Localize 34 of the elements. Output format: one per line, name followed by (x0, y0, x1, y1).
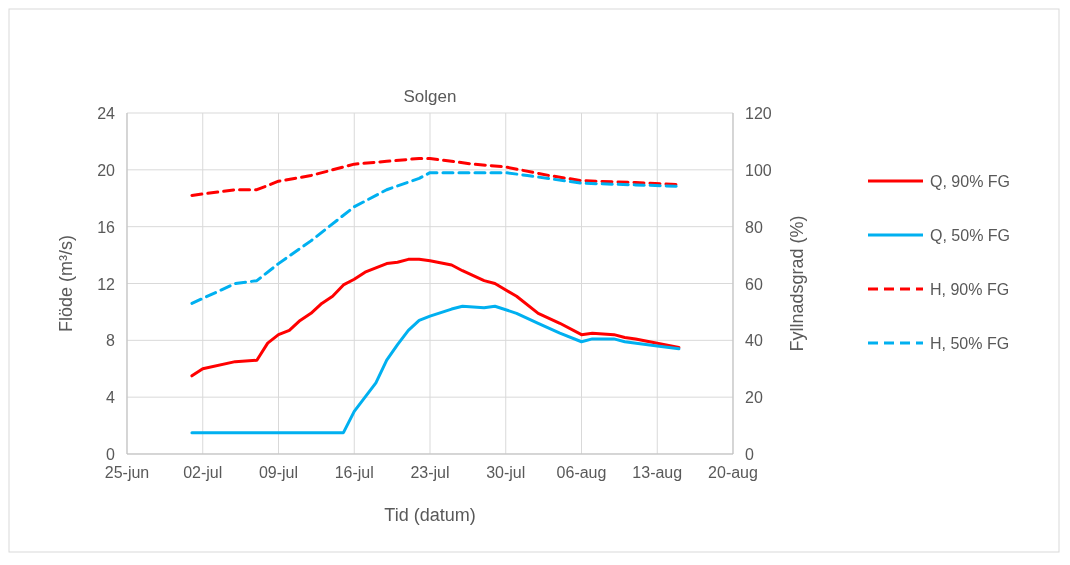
x-tick-label: 20-aug (708, 464, 758, 481)
x-tick-label: 23-jul (410, 464, 450, 481)
y-tick-label: 12 (97, 275, 116, 293)
y2-tick-label: 60 (745, 275, 763, 293)
legend-label: Q, 90% FG (930, 173, 1011, 190)
y-tick-label: 4 (106, 389, 116, 407)
y-axis-title: Flöde (m³/s) (56, 234, 76, 333)
y-tick-label: 16 (97, 218, 116, 236)
y2-axis-title: Fyllnadsgrad (%) (787, 215, 807, 352)
y2-tick-label: 40 (745, 332, 763, 350)
legend-label: H, 50% FG (930, 335, 1010, 352)
line-series (190, 171, 681, 305)
x-tick-label: 16-jul (334, 464, 374, 481)
x-tick-label: 13-aug (632, 464, 683, 481)
x-tick-label: 25-jun (104, 464, 150, 481)
y-tick-label: 8 (106, 332, 116, 350)
x-tick-label: 02-jul (183, 464, 223, 481)
x-tick-label: 06-aug (556, 464, 607, 481)
legend-label: Q, 50% FG (930, 227, 1011, 244)
y2-tick-label: 120 (745, 105, 772, 122)
y-tick-label: 20 (97, 161, 116, 179)
chart-title: Solgen (403, 87, 457, 106)
y2-tick-label: 0 (745, 446, 754, 463)
x-tick-label: 30-jul (486, 464, 526, 481)
x-axis-title: Tid (datum) (384, 505, 476, 525)
legend-label: H, 90% FG (930, 281, 1010, 298)
line-series (190, 257, 681, 378)
y2-tick-label: 80 (745, 218, 763, 236)
y2-tick-label: 100 (745, 161, 772, 179)
y-tick-label: 0 (106, 446, 116, 463)
y-tick-label: 24 (97, 105, 116, 122)
line-series (190, 304, 681, 435)
x-tick-label: 09-jul (258, 464, 299, 481)
y2-tick-label: 20 (745, 389, 763, 407)
